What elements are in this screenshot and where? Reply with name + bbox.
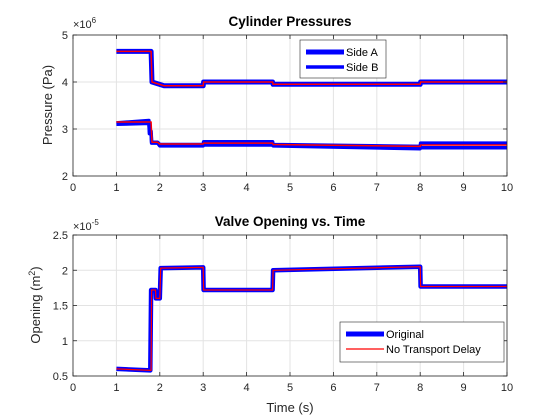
valve-legend-label: No Transport Delay [386,344,481,356]
valve-legend[interactable]: Original No Transport Delay [339,321,505,363]
valve-y-tick-label: 2.5 [53,230,68,242]
pressure-x-tick-label: 7 [374,182,380,194]
valve-x-tick-label: 0 [70,382,76,394]
pressure-legend-box [299,39,387,79]
pressure-exponent-label: ×106 [73,16,97,31]
valve-legend-label: Original [386,329,424,341]
pressure-y-tick-label: 4 [62,77,68,89]
pressure-series-line-1 [116,50,507,87]
pressure-y-tick-label: 2 [62,171,68,183]
pressure-series-line-4 [116,121,507,148]
valve-y-tick-label: 1 [62,336,68,348]
pressure-x-tick-label: 8 [417,182,423,194]
pressure-legend-label: Side A [346,47,378,59]
valve-x-tick-label: 4 [244,382,250,394]
pressure-x-tick-label: 9 [461,182,467,194]
pressure-x-tick-label: 2 [157,182,163,194]
valve-x-tick-label: 10 [501,382,513,394]
pressure-legend[interactable]: Side A Side B [299,39,387,79]
pressure-x-tick-label: 5 [287,182,293,194]
valve-y-tick-label: 0.5 [53,371,68,383]
valve-x-tick-label: 8 [417,382,423,394]
valve-x-tick-label: 6 [330,382,336,394]
pressure-y-tick-label: 3 [62,124,68,136]
valve-y-tick-label: 1.5 [53,301,68,313]
valve-exponent-label: ×10-5 [73,218,99,233]
pressure-y-tick-label: 5 [62,30,68,42]
valve-legend-box [339,321,505,363]
valve-y-tick-label: 2 [62,265,68,277]
pressure-y-axis-label: Pressure (Pa) [40,65,55,145]
valve-x-axis-label: Time (s) [266,400,313,415]
pressure-x-tick-label: 3 [200,182,206,194]
valve-x-tick-label: 1 [113,382,119,394]
valve-x-tick-label: 3 [200,382,206,394]
pressure-x-tick-label: 1 [113,182,119,194]
pressure-x-tick-label: 0 [70,182,76,194]
valve-y-axis-label: Opening (m2) [27,266,43,343]
valve-x-tick-label: 5 [287,382,293,394]
pressure-x-tick-label: 6 [330,182,336,194]
pressure-chart-title: Cylinder Pressures [228,14,351,29]
valve-x-tick-label: 7 [374,382,380,394]
valve-axes[interactable]: Valve Opening vs. Time ×10-5 Opening (m2… [27,214,513,415]
pressure-series-line-3 [116,121,507,151]
pressure-axes[interactable]: Cylinder Pressures ×106 Pressure (Pa) 0 1… [40,14,513,194]
pressure-legend-label: Side B [346,62,378,74]
valve-series-line-1 [116,266,507,371]
valve-x-tick-label: 2 [157,382,163,394]
pressure-x-tick-label: 4 [244,182,250,194]
valve-x-tick-label: 9 [461,382,467,394]
pressure-x-tick-label: 10 [501,182,513,194]
valve-chart-title: Valve Opening vs. Time [215,214,366,229]
